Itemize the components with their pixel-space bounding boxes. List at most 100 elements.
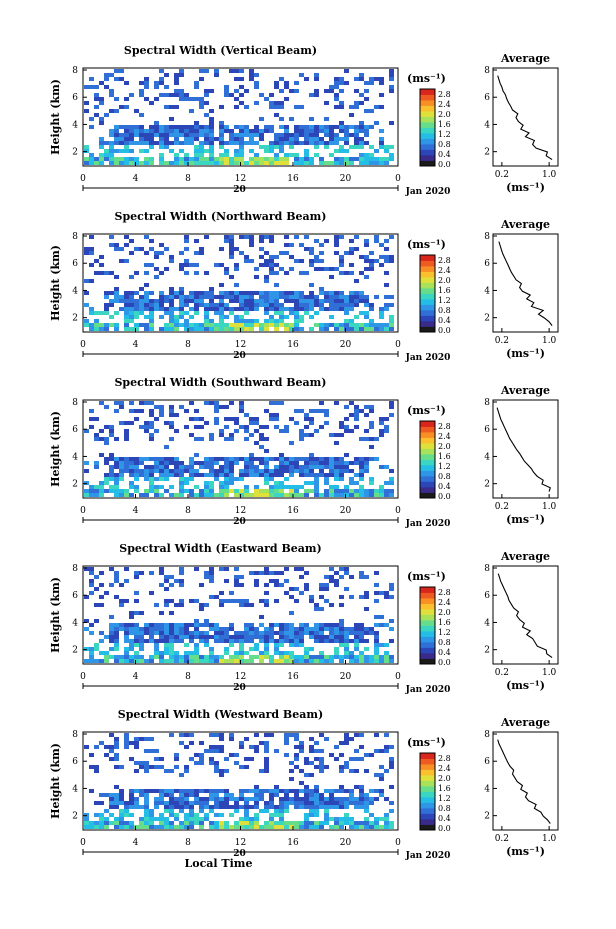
average-unit: (ms⁻¹): [506, 181, 545, 194]
colorbar-segment: [420, 454, 435, 460]
colorbar-segment: [420, 105, 435, 112]
x-tick-label: 0: [395, 506, 401, 516]
x-tick-label: 0: [395, 672, 401, 682]
colorbar-tick-label: 0.0: [438, 492, 451, 501]
colorbar-tick-label: 2.0: [438, 276, 451, 285]
average-y-tick-label: 2: [484, 148, 490, 158]
average-title: Average: [500, 384, 550, 397]
average-profile-line: [496, 407, 551, 492]
colorbar-segment: [420, 775, 435, 781]
x-tick-label: 0: [80, 506, 86, 516]
colorbar-frame: [419, 254, 436, 333]
colorbar-segment: [420, 808, 435, 814]
panel-title: Spectral Width (Vertical Beam): [124, 44, 317, 57]
colorbar-unit: (ms⁻¹): [407, 238, 446, 251]
colorbar-segment: [420, 769, 435, 776]
panel-1: Spectral Width (Vertical Beam) 8 6 4 2 Height…: [49, 44, 559, 197]
average-frame: [492, 233, 559, 333]
x-tick-label: 0: [80, 838, 86, 848]
average-y-tick-label: 8: [484, 564, 490, 574]
colorbar-segment: [420, 476, 435, 482]
x-axis-title: Local Time: [185, 857, 253, 870]
y-tick-label: 6: [72, 259, 78, 269]
average-y-tick-label: 6: [484, 591, 490, 601]
colorbar-segment: [420, 293, 435, 300]
y-tick-label: 2: [72, 812, 78, 822]
colorbar-segment: [420, 465, 435, 471]
x-tick-label: 12: [235, 340, 246, 350]
x-tick-label: 8: [185, 838, 191, 848]
x-tick-label: 16: [287, 340, 299, 350]
colorbar-tick-label: 0.4: [438, 150, 451, 159]
x-tick-label: 16: [287, 672, 299, 682]
x-tick-label: 0: [80, 174, 86, 184]
average-y-tick-label: 6: [484, 757, 490, 767]
panel-title: Spectral Width (Southward Beam): [114, 376, 326, 389]
colorbar-segment: [420, 321, 435, 327]
date-label: Jan 2020: [405, 353, 451, 363]
day-label: 20: [233, 351, 246, 361]
panel-4: Spectral Width (Eastward Beam) 8 6 4 2 Height…: [49, 542, 559, 695]
colorbar-tick-label: 2.4: [438, 598, 451, 607]
y-tick-label: 4: [72, 452, 78, 462]
colorbar-tick-label: 0.8: [438, 306, 451, 315]
colorbar-segment: [420, 658, 435, 665]
x-tick-label: 4: [133, 672, 139, 682]
average-title: Average: [500, 52, 550, 65]
colorbar-tick-label: 1.6: [438, 120, 451, 129]
average-y-tick-label: 4: [484, 120, 490, 130]
colorbar-tick-label: 1.2: [438, 462, 451, 471]
colorbar-segment: [420, 310, 435, 316]
colorbar-tick-label: 0.4: [438, 316, 451, 325]
colorbar-tick-label: 2.8: [438, 256, 451, 265]
average-profile-line: [498, 241, 553, 326]
y-tick-label: 4: [72, 784, 78, 794]
colorbar-segment: [420, 614, 435, 621]
date-label: Jan 2020: [405, 685, 451, 695]
y-tick-label: 8: [72, 398, 78, 408]
average-y-tick-label: 8: [484, 66, 490, 76]
colorbar-tick-label: 2.8: [438, 90, 451, 99]
y-tick-label: 2: [72, 148, 78, 158]
x-tick-label: 4: [133, 340, 139, 350]
x-tick-label: 20: [340, 672, 352, 682]
day-label: 20: [233, 517, 246, 527]
panel-title: Spectral Width (Eastward Beam): [119, 542, 321, 555]
average-y-tick-label: 2: [484, 480, 490, 490]
colorbar-tick-label: 2.8: [438, 588, 451, 597]
average-x-tick-label: 0.2: [495, 668, 509, 678]
x-tick-label: 12: [235, 672, 246, 682]
colorbar-frame: [419, 586, 436, 665]
y-axis-label: Height (km): [49, 743, 62, 819]
colorbar-segment: [420, 802, 435, 809]
average-y-tick-label: 8: [484, 398, 490, 408]
average-x-tick-label: 0.2: [495, 170, 509, 180]
colorbar-segment: [420, 598, 435, 604]
x-tick-label: 20: [340, 838, 352, 848]
colorbar-tick-label: 1.2: [438, 296, 451, 305]
colorbar-segment: [420, 288, 435, 294]
colorbar-segment: [420, 149, 435, 156]
colorbar-segment: [420, 780, 435, 787]
colorbar-segment: [420, 299, 435, 305]
colorbar-segment: [420, 819, 435, 825]
colorbar-frame: [419, 752, 436, 831]
x-tick-label: 8: [185, 340, 191, 350]
colorbar-tick-label: 2.4: [438, 100, 451, 109]
colorbar-unit: (ms⁻¹): [407, 72, 446, 85]
colorbar-tick-label: 1.2: [438, 628, 451, 637]
colorbar-segment: [420, 459, 435, 466]
average-profile-line: [497, 573, 553, 659]
average-unit: (ms⁻¹): [506, 347, 545, 360]
colorbar-segment: [420, 587, 435, 593]
y-tick-label: 8: [72, 730, 78, 740]
colorbar-tick-label: 2.4: [438, 266, 451, 275]
x-tick-label: 0: [395, 838, 401, 848]
average-frame: [492, 399, 559, 499]
colorbar-segment: [420, 315, 435, 322]
colorbar-segment: [420, 609, 435, 615]
average-frame: [492, 565, 559, 665]
colorbar-tick-label: 1.2: [438, 130, 451, 139]
colorbar-segment: [420, 326, 435, 333]
